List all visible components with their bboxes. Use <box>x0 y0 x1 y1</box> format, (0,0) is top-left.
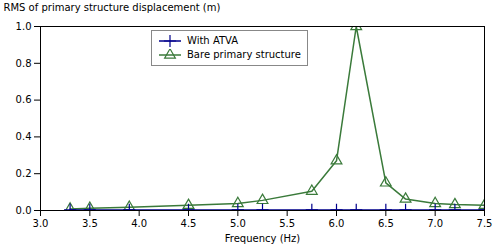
svg-text:6.5: 6.5 <box>378 218 394 229</box>
svg-text:4.0: 4.0 <box>131 218 147 229</box>
html-text:With ATVA: With ATVA <box>187 35 239 46</box>
svg-text:1.0: 1.0 <box>16 21 32 32</box>
svg-text:4.5: 4.5 <box>181 218 197 229</box>
svg-text:Frequency (Hz): Frequency (Hz) <box>225 233 301 244</box>
svg-text:5.5: 5.5 <box>279 218 295 229</box>
svg-text:7.5: 7.5 <box>477 218 493 229</box>
svg-text:7.0: 7.0 <box>427 218 443 229</box>
svg-text:0.4: 0.4 <box>16 131 32 142</box>
svg-text:0.2: 0.2 <box>16 168 32 179</box>
svg-text:RMS of primary structure displ: RMS of primary structure displacement (m… <box>4 2 221 13</box>
svg-text:3.0: 3.0 <box>33 218 49 229</box>
svg-text:0.0: 0.0 <box>16 205 32 216</box>
svg-text:3.5: 3.5 <box>82 218 98 229</box>
svg-text:0.6: 0.6 <box>16 94 32 105</box>
svg-text:0.8: 0.8 <box>16 58 32 69</box>
svg-text:5.0: 5.0 <box>230 218 246 229</box>
svg-text:6.0: 6.0 <box>329 218 345 229</box>
html-text:Bare primary structure: Bare primary structure <box>187 49 301 60</box>
